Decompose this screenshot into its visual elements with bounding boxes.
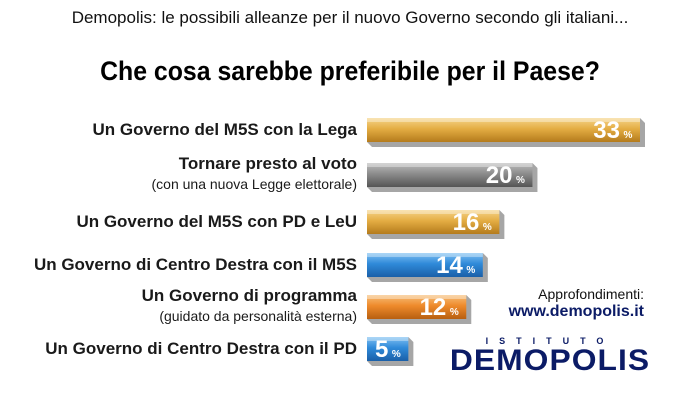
value-label: 5: [375, 336, 388, 363]
value-unit: %: [450, 307, 459, 318]
bar-highlight: [367, 295, 467, 299]
bar-row: Un Governo del M5S con la Lega 33%: [93, 117, 645, 147]
category-label: Un Governo di programma: [142, 286, 358, 305]
bar: [367, 253, 483, 277]
logo-top-text: ISTITUTO: [485, 336, 615, 346]
bar-row: Un Governo di Centro Destra con il M5S 14…: [34, 252, 488, 282]
bar-row: Tornare presto al voto (con una nuova Leg…: [152, 154, 538, 192]
value-unit: %: [392, 349, 401, 360]
bar-row: Un Governo di Centro Destra con il PD 5%: [45, 336, 414, 366]
chart-subtitle: Demopolis: le possibili alleanze per il …: [71, 8, 629, 27]
category-sublabel: (guidato da personalità esterna): [159, 308, 357, 324]
value-unit: %: [624, 130, 633, 141]
category-sublabel: (con una nuova Legge elettorale): [152, 176, 357, 192]
value-label: 20: [486, 162, 513, 189]
value-label: 33: [593, 117, 620, 144]
category-label: Tornare presto al voto: [179, 154, 357, 173]
category-label: Un Governo di Centro Destra con il M5S: [34, 255, 357, 274]
bar-row: Un Governo di programma (guidato da perso…: [142, 286, 472, 324]
bar-highlight: [367, 163, 533, 167]
chart-title: Che cosa sarebbe preferibile per il Paes…: [100, 56, 600, 86]
bar-highlight: [367, 337, 409, 341]
bar-row: Un Governo del M5S con PD e LeU 16%: [76, 209, 505, 239]
value-unit: %: [516, 175, 525, 186]
value-label: 12: [420, 294, 447, 321]
bar: [367, 163, 533, 187]
bar: [367, 295, 467, 319]
bar-highlight: [367, 118, 640, 122]
category-label: Un Governo di Centro Destra con il PD: [45, 339, 357, 358]
value-unit: %: [466, 265, 475, 276]
value-label: 14: [436, 252, 463, 279]
bar: [367, 118, 640, 142]
website-link[interactable]: www.demopolis.it: [508, 303, 644, 320]
bar: [367, 337, 409, 361]
value-label: 16: [453, 209, 480, 236]
value-unit: %: [483, 222, 492, 233]
logo-wordmark: DEMOPOLIS: [449, 344, 651, 377]
bar-highlight: [367, 210, 500, 214]
bar: [367, 210, 500, 234]
more-info-label: Approfondimenti:: [538, 286, 644, 302]
bar-highlight: [367, 253, 483, 257]
category-label: Un Governo del M5S con la Lega: [93, 120, 358, 139]
category-label: Un Governo del M5S con PD e LeU: [76, 212, 357, 231]
